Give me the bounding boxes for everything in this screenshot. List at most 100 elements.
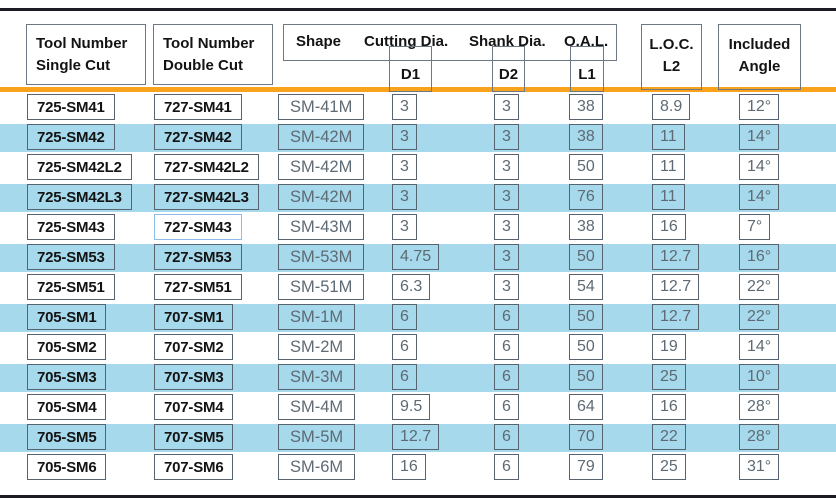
oal-value: 54 [569, 274, 603, 300]
shape-value: SM-42M [278, 184, 365, 210]
tool-number-single: 705-SM3 [27, 364, 107, 390]
loc-value: 25 [652, 364, 686, 390]
tool-number-single: 705-SM2 [27, 334, 107, 360]
cutting-dia-value: 3 [392, 154, 417, 180]
tool-number-single: 705-SM1 [27, 304, 107, 330]
header-d1-label: D1 [400, 66, 421, 83]
header-line: Tool Number [36, 35, 128, 52]
shank-dia-value: 3 [494, 244, 519, 270]
cutting-dia-value: 6 [392, 304, 417, 330]
cutting-dia-value: 3 [392, 124, 417, 150]
tool-number-double: 707-SM4 [154, 394, 234, 420]
tool-number-double: 707-SM3 [154, 364, 234, 390]
tool-number-single: 725-SM41 [27, 94, 115, 120]
shape-value: SM-4M [278, 394, 356, 420]
table-row: 725-SM41 727-SM41 SM-41M 3 3 38 8.9 12° [0, 93, 836, 123]
included-angle-value: 7° [739, 214, 771, 240]
header-tool-number-single-cut: Tool Number Single Cut [26, 24, 146, 85]
tool-number-single: 725-SM42L2 [27, 154, 132, 180]
included-angle-value: 28° [739, 394, 780, 420]
highlight-band [0, 184, 836, 212]
tool-number-double: 727-SM43 [154, 214, 242, 240]
cutting-dia-value: 6 [392, 364, 417, 390]
tool-number-double: 707-SM6 [154, 454, 234, 480]
shank-dia-value: 6 [494, 424, 519, 450]
tool-number-double: 727-SM51 [154, 274, 242, 300]
bottom-page-rule [0, 495, 836, 498]
oal-value: 50 [569, 304, 603, 330]
tool-number-single: 725-SM53 [27, 244, 115, 270]
table-row: 705-SM5 707-SM5 SM-5M 12.7 6 70 22 28° [0, 423, 836, 453]
oal-value: 38 [569, 214, 603, 240]
highlight-band [0, 424, 836, 452]
shape-value: SM-2M [278, 334, 356, 360]
highlight-band [0, 244, 836, 272]
shank-dia-value: 3 [494, 184, 519, 210]
header-shape: Shape [296, 33, 342, 50]
shank-dia-value: 3 [494, 154, 519, 180]
table-row: 705-SM6 707-SM6 SM-6M 16 6 79 25 31° [0, 453, 836, 483]
oal-value: 50 [569, 364, 603, 390]
tool-number-single: 725-SM42L3 [27, 184, 132, 210]
highlight-band [0, 124, 836, 152]
oal-value: 50 [569, 334, 603, 360]
header-shank-dia: Shank Dia. [469, 33, 546, 50]
table-row: 725-SM42 727-SM42 SM-42M 3 3 38 11 14° [0, 123, 836, 153]
included-angle-value: 28° [739, 424, 780, 450]
shape-value: SM-41M [278, 94, 365, 120]
table-row: 705-SM3 707-SM3 SM-3M 6 6 50 25 10° [0, 363, 836, 393]
cutting-dia-value: 3 [392, 184, 417, 210]
included-angle-value: 16° [739, 244, 780, 270]
shank-dia-value: 6 [494, 304, 519, 330]
header-tool-number-double-cut: Tool Number Double Cut [153, 24, 273, 85]
oal-value: 64 [569, 394, 603, 420]
included-angle-value: 22° [739, 274, 780, 300]
table-row: 705-SM4 707-SM4 SM-4M 9.5 6 64 16 28° [0, 393, 836, 423]
loc-value: 11 [652, 124, 685, 150]
shank-dia-value: 6 [494, 394, 519, 420]
shape-value: SM-6M [278, 454, 356, 480]
loc-value: 16 [652, 394, 686, 420]
shape-value: SM-1M [278, 304, 356, 330]
tool-number-double: 707-SM2 [154, 334, 234, 360]
included-angle-value: 10° [739, 364, 780, 390]
loc-value: 16 [652, 214, 686, 240]
header-line: L2 [662, 58, 681, 75]
included-angle-value: 14° [739, 334, 780, 360]
header-line: Single Cut [36, 57, 111, 74]
cutting-dia-value: 4.75 [392, 244, 440, 270]
shape-value: SM-3M [278, 364, 356, 390]
tool-number-double: 727-SM42 [154, 124, 242, 150]
shank-dia-value: 3 [494, 214, 519, 240]
included-angle-value: 22° [739, 304, 780, 330]
included-angle-value: 31° [739, 454, 780, 480]
loc-value: 19 [652, 334, 686, 360]
tool-number-single: 705-SM6 [27, 454, 107, 480]
shape-value: SM-5M [278, 424, 356, 450]
tool-number-double: 727-SM53 [154, 244, 242, 270]
included-angle-value: 12° [739, 94, 780, 120]
tool-number-double: 727-SM42L3 [154, 184, 259, 210]
loc-value: 11 [652, 184, 685, 210]
tool-number-single: 725-SM42 [27, 124, 115, 150]
cutting-dia-value: 3 [392, 214, 417, 240]
loc-value: 8.9 [652, 94, 691, 120]
loc-value: 12.7 [652, 244, 700, 270]
shank-dia-value: 3 [494, 274, 519, 300]
shape-value: SM-53M [278, 244, 365, 270]
header-d1: D1 [389, 46, 432, 92]
header-d2: D2 [492, 46, 525, 92]
oal-value: 50 [569, 244, 603, 270]
highlight-band [0, 364, 836, 392]
header-line: L.O.C. [649, 36, 694, 53]
highlight-band [0, 304, 836, 332]
shank-dia-value: 6 [494, 364, 519, 390]
header-cutting-dia: Cutting Dia. [364, 33, 449, 50]
tool-number-double: 727-SM41 [154, 94, 242, 120]
cutting-dia-value: 12.7 [392, 424, 440, 450]
header-l1: L1 [570, 46, 604, 92]
table-row: 705-SM2 707-SM2 SM-2M 6 6 50 19 14° [0, 333, 836, 363]
cutting-dia-value: 3 [392, 94, 417, 120]
oal-value: 50 [569, 154, 603, 180]
